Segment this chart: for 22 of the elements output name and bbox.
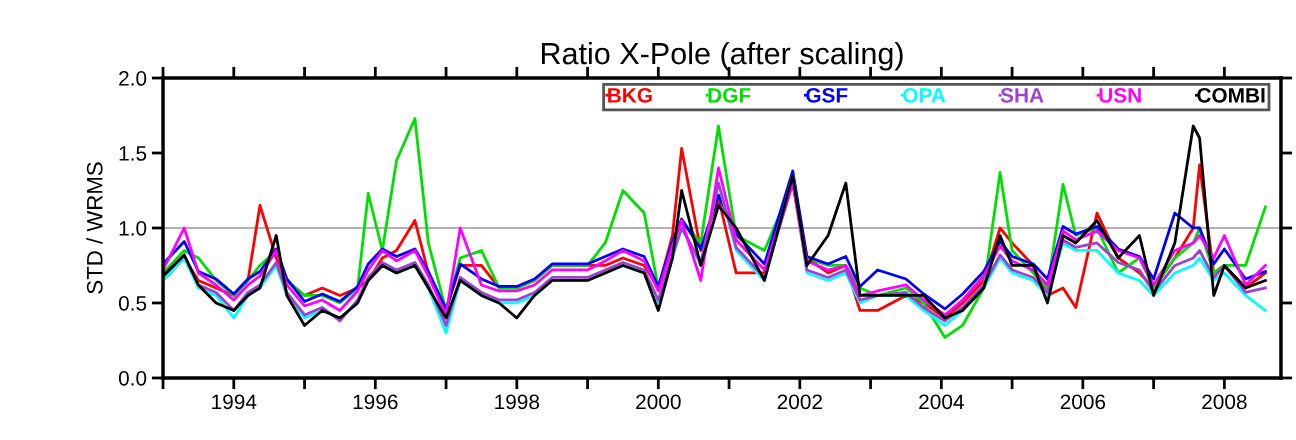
x-tick-label: 1998 bbox=[495, 394, 540, 410]
x-tick-label: 2008 bbox=[1202, 394, 1247, 410]
legend-label: GSF bbox=[806, 87, 848, 103]
legend-label: COMBI bbox=[1197, 87, 1265, 103]
chart-title: Ratio X-Pole (after scaling) bbox=[541, 41, 903, 71]
y-tick-label: 0.0 bbox=[118, 370, 147, 386]
legend-label: OPA bbox=[903, 87, 946, 103]
y-tick-label: 1.0 bbox=[119, 220, 147, 236]
legend-label: SHA bbox=[1000, 87, 1044, 103]
y-tick-label: 0.5 bbox=[118, 295, 147, 311]
legend-label: BKG bbox=[608, 87, 652, 103]
x-tick-label: 2002 bbox=[777, 394, 822, 410]
x-tick-label: 2000 bbox=[636, 394, 681, 410]
y-tick-label: 2.0 bbox=[119, 71, 147, 86]
y-axis-title: STD / WRMS bbox=[86, 162, 103, 294]
x-tick-label: 2006 bbox=[1060, 394, 1106, 410]
y-tick-label: 1.5 bbox=[119, 146, 147, 161]
x-tick-label: 2004 bbox=[919, 394, 964, 410]
x-tick-label: 1994 bbox=[212, 394, 257, 410]
x-tick-label: 1996 bbox=[353, 394, 398, 410]
legend-label: USN bbox=[1099, 87, 1141, 103]
legend-label: DGF bbox=[708, 87, 751, 103]
